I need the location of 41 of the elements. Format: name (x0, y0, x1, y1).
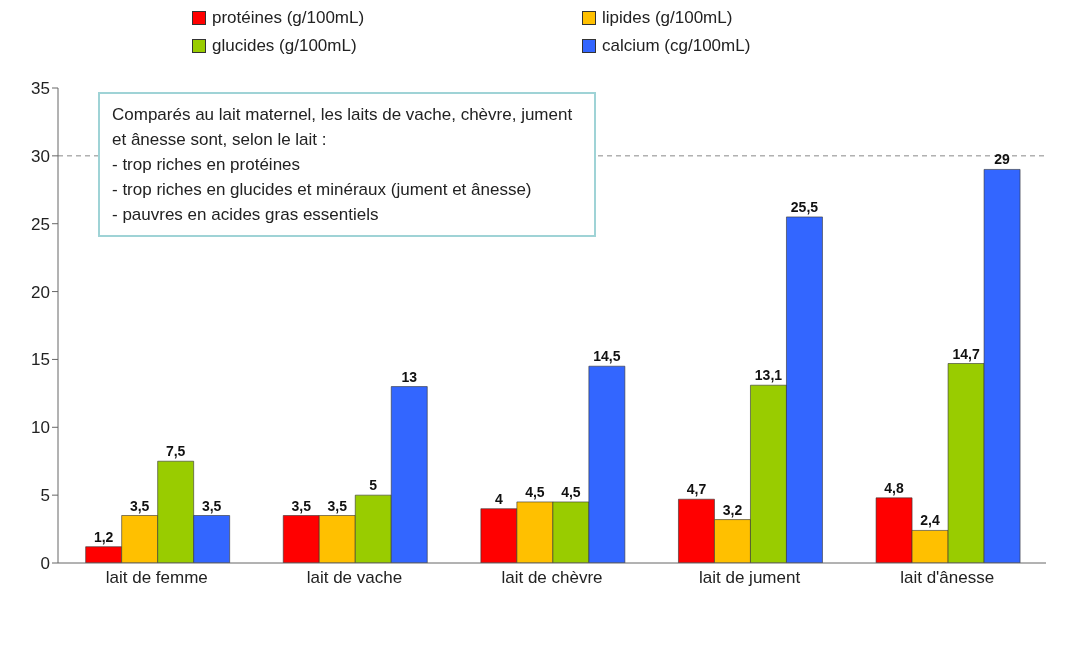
data-label: 4,5 (561, 483, 581, 500)
x-tick-label: lait de femme (105, 568, 208, 588)
annotation: - trop riches en glucides et minéraux (jument et ânesse) (112, 179, 533, 201)
data-label: 4 (494, 490, 503, 507)
y-tick-label: 25 (31, 214, 50, 234)
data-label: 25,5 (790, 198, 819, 215)
annotation: - trop riches en protéines (112, 154, 302, 176)
data-label: 3,5 (201, 497, 222, 514)
y-tick-label: 10 (31, 418, 50, 438)
x-tick-label: lait de chèvre (501, 568, 603, 588)
annotation: Comparés au lait maternel, les laits de vache, chèvre, jument et ânesse sont, selon le lait : (112, 104, 574, 151)
x-tick-label: lait de jument (699, 568, 801, 588)
data-label: 14,5 (593, 348, 621, 365)
data-label: 4,5 (525, 483, 545, 500)
data-label: 29 (994, 151, 1011, 168)
legend-label: protéines (g/100mL) (212, 8, 365, 28)
data-label: 14,7 (952, 345, 980, 362)
data-label: 4,7 (686, 481, 707, 498)
y-tick-label: 0 (40, 554, 50, 574)
legend-label: calcium (cg/100mL) (602, 36, 751, 56)
y-tick-label: 35 (31, 79, 50, 99)
x-tick-label: lait d'ânesse (900, 568, 995, 588)
data-label: 13 (401, 368, 418, 385)
data-label: 7,5 (165, 443, 186, 460)
data-label: 3,5 (129, 497, 150, 514)
data-label: 13,1 (754, 367, 783, 384)
data-label: 3,5 (327, 497, 348, 514)
annotation: - pauvres en acides gras essentiels (112, 204, 380, 226)
data-label: 3,2 (722, 501, 743, 518)
data-label: 1,2 (93, 528, 114, 545)
legend-label: glucides (g/100mL) (212, 36, 357, 56)
x-tick-label: lait de vache (306, 568, 403, 588)
data-label: 4,8 (884, 479, 905, 496)
y-tick-label: 20 (31, 282, 50, 302)
data-label: 2,4 (920, 512, 941, 529)
y-tick-label: 30 (31, 146, 50, 166)
data-label: 3,5 (291, 497, 312, 514)
y-tick-label: 5 (40, 486, 50, 506)
y-tick-label: 15 (31, 350, 50, 370)
data-label: 5 (369, 477, 378, 494)
legend-label: lipides (g/100mL) (602, 8, 733, 28)
